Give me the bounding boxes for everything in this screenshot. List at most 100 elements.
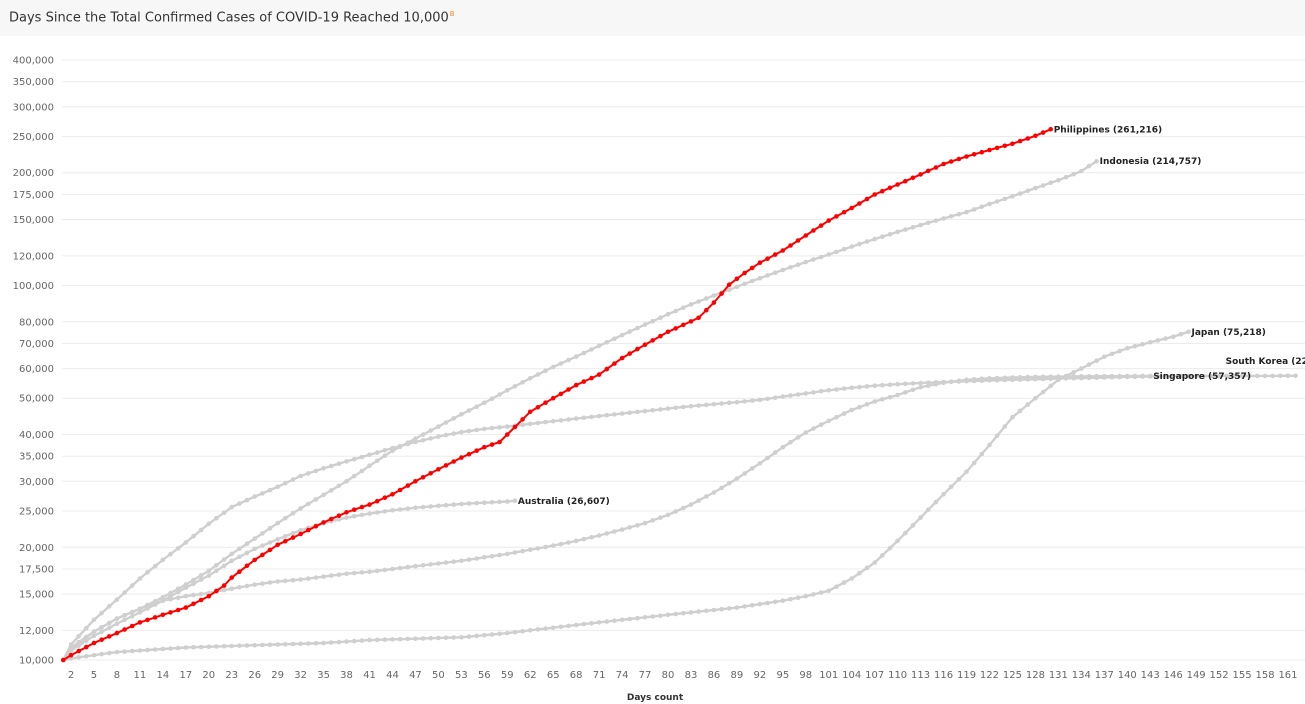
data-point: [849, 205, 854, 211]
data-point: [175, 645, 181, 651]
data-point: [979, 204, 985, 209]
data-point: [550, 364, 556, 370]
data-point: [328, 463, 334, 469]
data-point: [826, 388, 831, 393]
y-tick-label: 40,000: [19, 430, 54, 441]
data-point: [918, 172, 923, 177]
data-point: [413, 636, 418, 641]
data-point: [428, 428, 434, 433]
data-point: [550, 625, 556, 630]
data-point: [428, 471, 434, 476]
data-point: [260, 543, 265, 548]
series-australia: [61, 498, 518, 663]
x-tick-label: 119: [957, 670, 976, 681]
data-point: [688, 302, 694, 307]
data-point: [757, 275, 763, 281]
data-point: [627, 351, 632, 356]
x-tick-label: 131: [1049, 670, 1068, 681]
data-point: [497, 552, 502, 558]
data-point: [76, 643, 81, 648]
data-point: [397, 487, 403, 493]
data-point: [803, 430, 809, 435]
data-point: [948, 484, 954, 490]
data-point: [76, 655, 81, 660]
series-line: [62, 128, 1052, 661]
data-point: [489, 442, 495, 447]
x-tick-label: 35: [317, 670, 330, 681]
data-point: [290, 577, 296, 583]
data-point: [229, 551, 234, 557]
data-point: [711, 490, 717, 495]
data-point: [283, 538, 288, 544]
data-point: [1040, 389, 1046, 395]
data-point: [237, 643, 242, 648]
data-point: [129, 609, 135, 615]
data-point: [527, 421, 533, 427]
series-line: [62, 160, 1098, 661]
data-point: [168, 646, 173, 651]
x-tick-label: 83: [685, 670, 698, 681]
data-point: [359, 504, 365, 510]
data-point: [99, 629, 104, 635]
data-point: [382, 509, 388, 514]
data-point: [252, 582, 257, 587]
data-point: [818, 223, 824, 228]
data-point: [880, 188, 885, 194]
data-point: [933, 380, 939, 385]
data-point: [566, 387, 571, 392]
data-point: [175, 607, 181, 613]
data-point: [971, 207, 977, 212]
data-point: [1125, 374, 1130, 380]
data-point: [244, 541, 250, 546]
data-point: [1033, 185, 1038, 191]
data-point: [68, 656, 74, 661]
data-point: [849, 576, 854, 581]
x-tick-label: 125: [1003, 670, 1022, 681]
data-point: [612, 361, 617, 366]
data-point: [925, 507, 931, 513]
data-point: [275, 537, 281, 542]
data-point: [627, 410, 632, 416]
data-point: [788, 265, 793, 270]
data-point: [811, 592, 816, 597]
data-point: [497, 425, 502, 430]
data-point: [834, 415, 839, 420]
x-tick-label: 161: [1278, 670, 1297, 681]
data-point: [252, 536, 257, 541]
data-point: [841, 580, 847, 585]
data-point: [948, 159, 954, 164]
data-point: [505, 424, 510, 429]
data-point: [795, 262, 801, 267]
data-point: [482, 632, 487, 638]
data-point: [895, 182, 900, 187]
data-point: [428, 504, 434, 509]
data-point: [964, 378, 969, 384]
data-point: [635, 615, 640, 621]
data-point: [1147, 374, 1153, 379]
data-point: [704, 307, 709, 313]
data-point: [749, 398, 755, 403]
x-tick-label: 89: [731, 670, 744, 681]
data-point: [512, 424, 518, 430]
data-point: [382, 567, 388, 573]
data-point: [237, 554, 242, 560]
data-point: [413, 563, 418, 569]
data-point: [795, 392, 801, 397]
data-point: [849, 407, 854, 413]
data-point: [1247, 373, 1252, 379]
data-point: [91, 652, 97, 658]
data-point: [459, 635, 464, 640]
data-point: [1017, 408, 1023, 414]
data-point: [374, 637, 380, 643]
data-point: [428, 436, 434, 441]
data-point: [749, 265, 755, 271]
data-point: [405, 483, 411, 488]
data-point: [964, 469, 969, 475]
data-point: [795, 238, 801, 243]
data-point: [1140, 374, 1145, 379]
data-point: [872, 192, 877, 197]
data-point: [252, 546, 257, 552]
data-point: [757, 461, 763, 466]
data-point: [336, 517, 342, 522]
data-point: [512, 629, 518, 635]
